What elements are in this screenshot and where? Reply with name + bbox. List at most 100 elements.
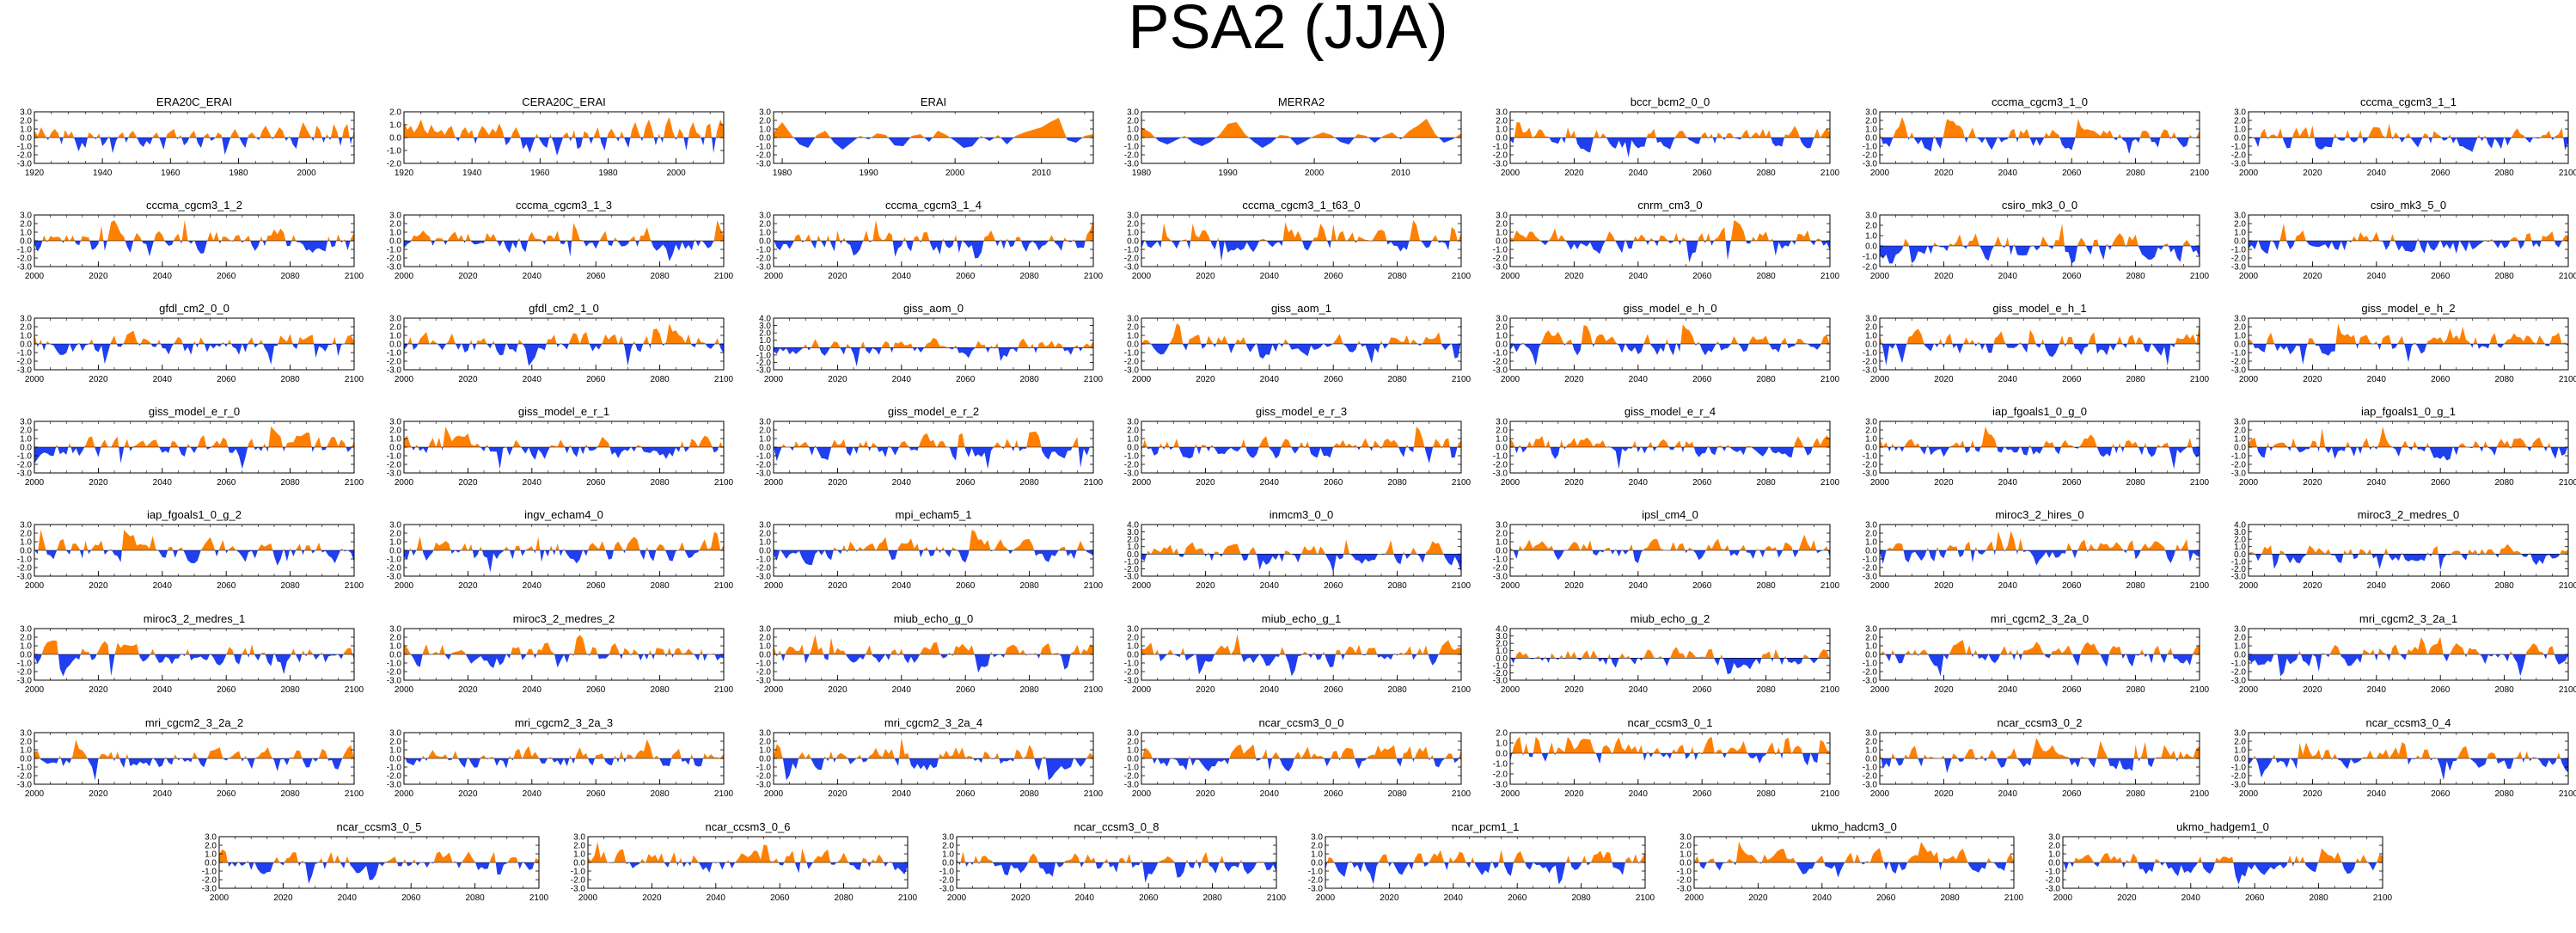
y-tick-label: 0.0	[759, 134, 771, 144]
y-tick-label: -1.0	[1493, 452, 1508, 462]
y-tick-label: -3.0	[387, 470, 402, 479]
y-tick-label: 2.0	[20, 323, 32, 333]
x-tick-label: 2020	[458, 478, 478, 488]
x-tick-label: 2020	[89, 581, 108, 591]
chart-panel-ncar-ccsm3-0-4: ncar_ccsm3_0_4 3.0 2.0 1.0 0.0 -1.0 -2.0 -3.0 20…	[2231, 716, 2576, 803]
y-tick-label: -2.0	[2231, 668, 2247, 678]
x-tick-label: 2020	[1564, 789, 1584, 799]
series-positive-area	[404, 117, 724, 138]
x-tick-label: 2080	[280, 478, 300, 488]
y-tick-label: -1.0	[939, 868, 955, 877]
x-tick-label: 2080	[650, 685, 670, 695]
y-tick-label: 2.0	[389, 634, 401, 643]
chart-title: miroc3_2_hires_0	[1995, 508, 2084, 521]
y-tick-label: 3.0	[2234, 528, 2246, 537]
y-tick-label: -2.0	[2231, 461, 2247, 470]
y-tick-label: 3.0	[1865, 418, 1877, 427]
y-tick-label: -3.0	[1863, 470, 1878, 479]
x-tick-label: 2020	[828, 272, 847, 281]
y-tick-label: -3.0	[17, 366, 33, 376]
y-tick-label: 1.0	[1127, 435, 1139, 445]
y-tick-label: -2.0	[756, 255, 772, 264]
x-tick-label: 2080	[1387, 789, 1407, 799]
y-tick-label: -1.0	[1124, 246, 1140, 255]
x-tick-label: 2100	[898, 893, 918, 903]
y-tick-label: -2.0	[1863, 668, 1878, 678]
chart-panel-mri-cgcm2-3-2a-2: mri_cgcm2_3_2a_2 3.0 2.0 1.0 0.0 -1.0 -2.0 -3.0…	[17, 717, 364, 803]
x-tick-label: 2080	[2126, 272, 2145, 281]
series-positive-area	[34, 220, 354, 241]
x-tick-label: 2000	[1870, 789, 1890, 799]
y-tick-label: -3.0	[2231, 366, 2247, 376]
y-tick-label: -1.0	[756, 764, 772, 773]
chart-title: ncar_ccsm3_0_4	[2365, 716, 2451, 729]
y-tick-label: 0.0	[942, 859, 954, 869]
y-tick-label: -3.0	[1308, 885, 1324, 894]
y-tick-label: 1.0	[2234, 746, 2246, 756]
chart-panel-miroc3-2-hires-0: miroc3_2_hires_0 3.0 2.0 1.0 0.0 -1.0 -2.0 -3.0…	[1863, 508, 2210, 595]
y-tick-label: 3.0	[20, 418, 32, 427]
series-negative-area	[957, 862, 1276, 883]
y-tick-label: 2.0	[20, 117, 32, 126]
x-tick-label: 1940	[462, 169, 482, 178]
y-tick-label: 3.0	[389, 418, 401, 427]
y-tick-label: 1.0	[1865, 642, 1877, 652]
y-tick-label: -2.0	[1677, 876, 1692, 886]
x-tick-label: 2100	[2559, 789, 2576, 799]
series-negative-area	[2249, 758, 2568, 781]
x-tick-label: 2040	[1444, 893, 1464, 903]
chart-panel-giss-aom-1: giss_aom_1 3.0 2.0 1.0 0.0 -1.0 -2.0 -3.0 2000 20…	[1124, 303, 1472, 389]
x-tick-label: 2080	[1940, 893, 1960, 903]
x-tick-label: 1980	[1132, 169, 1152, 178]
y-tick-label: 2.0	[1865, 530, 1877, 539]
x-tick-label: 2060	[1139, 893, 1159, 903]
x-tick-label: 2040	[1260, 789, 1280, 799]
y-tick-label: -3.0	[756, 677, 772, 686]
x-tick-label: 2000	[2239, 478, 2259, 488]
chart-title: ncar_ccsm3_0_5	[336, 820, 422, 833]
x-tick-label: 2040	[1998, 169, 2018, 178]
x-tick-label: 2100	[2559, 581, 2576, 591]
chart-title: mri_cgcm2_3_2a_1	[2359, 612, 2458, 625]
chart-title: ncar_pcm1_1	[1451, 820, 1520, 833]
x-tick-label: 2080	[280, 789, 300, 799]
series-positive-area	[957, 851, 1276, 862]
x-tick-label: 2060	[217, 375, 236, 384]
x-tick-label: 2000	[1870, 375, 1890, 384]
y-tick-label: 2.0	[1865, 323, 1877, 333]
y-tick-label: 0.0	[20, 755, 32, 764]
y-tick-label: 3.0	[1496, 108, 1508, 118]
y-tick-label: -1.0	[387, 349, 402, 359]
x-tick-label: 2060	[1692, 685, 1712, 695]
x-tick-label: 2060	[1692, 478, 1712, 488]
series-negative-area	[2249, 241, 2568, 255]
series-positive-area	[1141, 427, 1461, 447]
x-tick-label: 2040	[2181, 893, 2201, 903]
series-negative-area	[774, 138, 1093, 150]
series-negative-area	[34, 241, 354, 257]
y-tick-label: 2.0	[2234, 536, 2246, 545]
x-tick-label: 2000	[1501, 478, 1521, 488]
x-tick-label: 2080	[1756, 685, 1776, 695]
x-tick-label: 2020	[458, 789, 478, 799]
y-tick-label: -3.0	[1124, 160, 1140, 169]
x-tick-label: 2000	[2239, 581, 2259, 591]
chart-title: ncar_ccsm3_0_2	[1997, 716, 2083, 729]
series-positive-area	[1880, 738, 2200, 758]
x-tick-label: 2020	[273, 893, 293, 903]
series-negative-area	[1510, 241, 1830, 263]
y-tick-label: 3.0	[2234, 108, 2246, 118]
y-tick-label: 0.0	[1127, 341, 1139, 350]
chart-panel-ipsl-cm4-0: ipsl_cm4_0 3.0 2.0 1.0 0.0 -1.0 -2.0 -3.0 2000 20…	[1493, 509, 1840, 595]
chart-title: gfdl_cm2_0_0	[159, 302, 229, 315]
series-positive-area	[2249, 543, 2568, 555]
x-tick-label: 2040	[153, 272, 173, 281]
x-tick-label: 2040	[2367, 478, 2387, 488]
y-tick-label: 2.0	[2234, 634, 2246, 643]
x-tick-label: 2000	[1501, 375, 1521, 384]
series-negative-area	[1141, 344, 1461, 364]
x-tick-label: 2060	[586, 789, 606, 799]
